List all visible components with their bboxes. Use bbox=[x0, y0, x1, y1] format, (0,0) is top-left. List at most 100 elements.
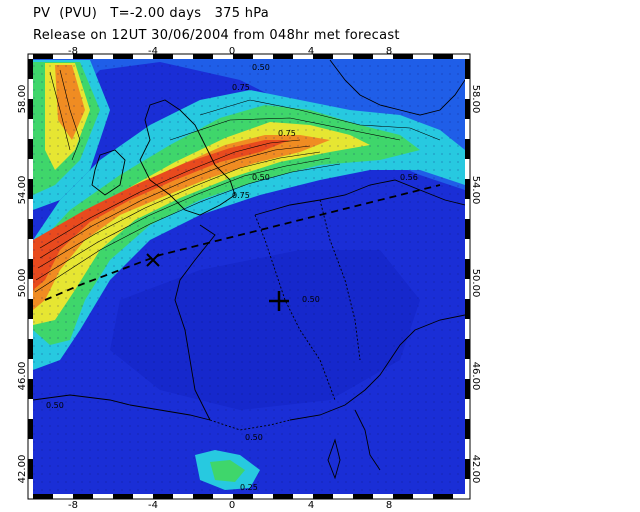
trajectory-x-marker bbox=[146, 253, 160, 267]
frame-segment bbox=[193, 54, 213, 59]
frame-segment bbox=[465, 139, 470, 159]
lat-tick: 46.00 bbox=[17, 362, 28, 391]
frame-segment bbox=[453, 54, 465, 59]
frame-segment bbox=[28, 399, 33, 419]
frame-segment bbox=[353, 54, 373, 59]
frame-segment bbox=[153, 494, 173, 499]
frame-segment bbox=[28, 259, 33, 279]
lon-tick: 8 bbox=[386, 500, 392, 511]
frame-segment bbox=[465, 459, 470, 479]
frame-segment bbox=[73, 494, 93, 499]
frame-segment bbox=[293, 494, 313, 499]
contour-label: 0.50 bbox=[46, 401, 64, 410]
frame-segment bbox=[28, 339, 33, 359]
frame-segment bbox=[28, 319, 33, 339]
frame-segment bbox=[333, 54, 353, 59]
map-frame bbox=[27, 53, 471, 500]
lon-tick: -4 bbox=[148, 46, 158, 57]
frame-segment bbox=[465, 279, 470, 299]
frame-segment bbox=[28, 419, 33, 439]
frame-segment bbox=[28, 119, 33, 139]
contour-label: 0.50 bbox=[252, 173, 270, 182]
lat-tick: 50.00 bbox=[470, 269, 481, 298]
lat-tick: 50.00 bbox=[17, 269, 28, 298]
frame-segment bbox=[465, 319, 470, 339]
frame-segment bbox=[465, 399, 470, 419]
frame-segment bbox=[413, 54, 433, 59]
frame-segment bbox=[28, 79, 33, 99]
pv-contours bbox=[34, 69, 441, 293]
frame-segment bbox=[453, 494, 465, 499]
frame-segment bbox=[465, 239, 470, 259]
contour-label: 0.75 bbox=[232, 191, 250, 200]
frame-segment bbox=[465, 419, 470, 439]
lat-tick: 58.00 bbox=[17, 85, 28, 114]
frame-segment bbox=[465, 59, 470, 79]
contour-label: 0.56 bbox=[400, 173, 418, 182]
frame-segment bbox=[465, 159, 470, 179]
frame-segment bbox=[253, 54, 273, 59]
frame-segment bbox=[433, 494, 453, 499]
lat-ticks-right: 58.00 54.00 50.00 46.00 42.00 bbox=[470, 85, 481, 484]
lon-tick: -8 bbox=[68, 500, 78, 511]
frame-segment bbox=[465, 379, 470, 399]
frame-segment bbox=[465, 299, 470, 319]
contour-label: 0.50 bbox=[245, 433, 263, 442]
lon-ticks-top: -8 -4 0 4 8 bbox=[68, 46, 392, 57]
frame-segment bbox=[373, 54, 393, 59]
lon-tick: 4 bbox=[308, 500, 314, 511]
frame-segment bbox=[93, 54, 113, 59]
frame-segment bbox=[28, 159, 33, 179]
frame-segment bbox=[93, 494, 113, 499]
frame-segment bbox=[173, 494, 193, 499]
frame-segment bbox=[465, 179, 470, 199]
frame-border bbox=[27, 53, 471, 500]
frame-segment bbox=[193, 494, 213, 499]
frame-segment bbox=[393, 54, 413, 59]
contour-labels: 0.50 0.75 0.75 0.50 0.56 0.75 0.50 0.50 … bbox=[46, 63, 418, 492]
frame-segment bbox=[233, 54, 253, 59]
frame-segment bbox=[213, 494, 233, 499]
frame-segment bbox=[33, 494, 53, 499]
frame-segment bbox=[393, 494, 413, 499]
lat-tick: 46.00 bbox=[470, 362, 481, 391]
lon-tick: -8 bbox=[68, 46, 78, 57]
frame-segment bbox=[113, 54, 133, 59]
lat-tick: 42.00 bbox=[470, 455, 481, 484]
frame-segment bbox=[313, 494, 333, 499]
frame-segment bbox=[465, 259, 470, 279]
frame-segment bbox=[53, 54, 73, 59]
frame-segment bbox=[28, 359, 33, 379]
frame-segment bbox=[28, 299, 33, 319]
contour-label: 0.75 bbox=[278, 129, 296, 138]
frame-segment bbox=[28, 379, 33, 399]
pv-south-patch-core bbox=[210, 460, 245, 482]
release-site-marker bbox=[269, 291, 289, 311]
frame-segment bbox=[28, 239, 33, 259]
lon-tick: 8 bbox=[386, 46, 392, 57]
frame-segment bbox=[133, 54, 153, 59]
frame-segment bbox=[313, 54, 333, 59]
frame-segment bbox=[413, 494, 433, 499]
contour-label: 0.50 bbox=[252, 63, 270, 72]
frame-segment bbox=[293, 54, 313, 59]
lon-ticks-bottom: -8 -4 0 4 8 bbox=[68, 500, 392, 511]
frame-segment bbox=[465, 359, 470, 379]
lat-tick: 58.00 bbox=[470, 85, 481, 114]
frame-segment bbox=[33, 54, 53, 59]
frame-segment bbox=[465, 199, 470, 219]
frame-segment bbox=[465, 219, 470, 239]
frame-segment bbox=[233, 494, 253, 499]
frame-segment bbox=[465, 99, 470, 119]
frame-segment bbox=[28, 59, 33, 79]
frame-segment bbox=[28, 179, 33, 199]
lat-tick: 54.00 bbox=[17, 176, 28, 205]
frame-segment bbox=[133, 494, 153, 499]
plot-subtitle: Release on 12UT 30/06/2004 from 048hr me… bbox=[33, 28, 400, 43]
lon-tick: 4 bbox=[308, 46, 314, 57]
frame-segment bbox=[28, 139, 33, 159]
frame-segment bbox=[353, 494, 373, 499]
frame-segment bbox=[28, 219, 33, 239]
frame-segment bbox=[465, 79, 470, 99]
